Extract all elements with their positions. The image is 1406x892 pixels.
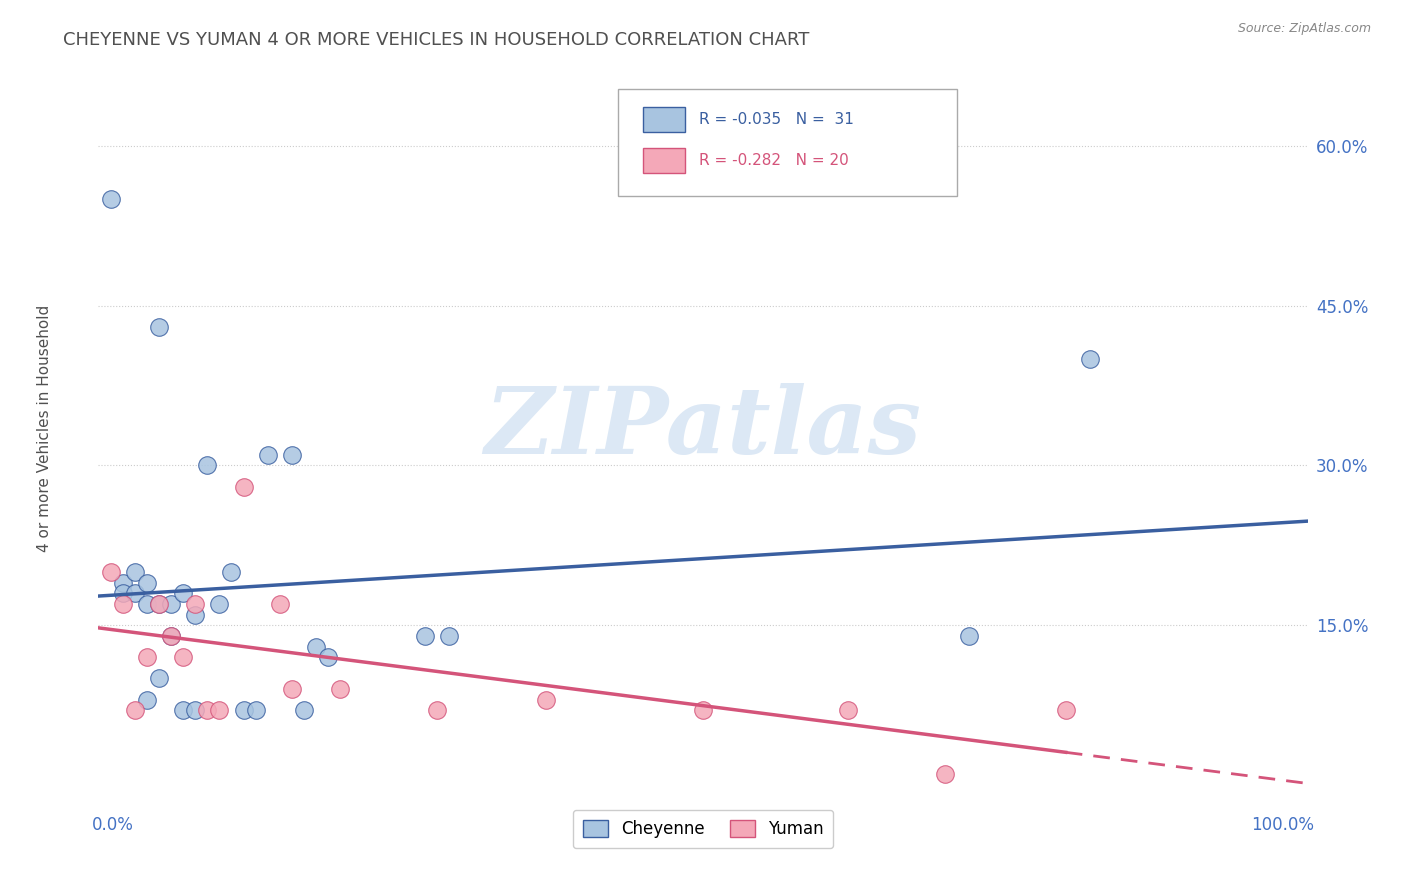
Point [1078, 351, 1101, 366]
Point [111, 586, 134, 600]
Point [534, 692, 557, 706]
Point [292, 703, 315, 717]
Point [957, 629, 980, 643]
Point [124, 565, 146, 579]
Point [172, 703, 194, 717]
Point [256, 448, 278, 462]
Point [160, 597, 183, 611]
Point [934, 767, 956, 781]
Text: 100.0%: 100.0% [1251, 816, 1315, 834]
Point [281, 682, 304, 697]
Point [305, 640, 328, 654]
Text: 4 or more Vehicles in Household: 4 or more Vehicles in Household [37, 304, 52, 552]
Point [208, 597, 231, 611]
Point [160, 629, 183, 643]
Point [1054, 703, 1077, 717]
Point [426, 703, 449, 717]
Point [172, 586, 194, 600]
Point [148, 672, 170, 686]
Point [160, 629, 183, 643]
Text: R = -0.282   N = 20: R = -0.282 N = 20 [699, 153, 849, 168]
Point [208, 703, 231, 717]
Point [316, 650, 339, 665]
Text: CHEYENNE VS YUMAN 4 OR MORE VEHICLES IN HOUSEHOLD CORRELATION CHART: CHEYENNE VS YUMAN 4 OR MORE VEHICLES IN … [63, 31, 810, 49]
Point [172, 650, 194, 665]
Point [135, 597, 157, 611]
Point [221, 565, 243, 579]
FancyBboxPatch shape [619, 89, 957, 196]
FancyBboxPatch shape [643, 107, 685, 132]
Point [195, 703, 218, 717]
Point [124, 586, 146, 600]
Point [281, 448, 304, 462]
Point [437, 629, 460, 643]
Text: 0.0%: 0.0% [91, 816, 134, 834]
Point [135, 575, 157, 590]
Point [184, 607, 207, 622]
Text: Source: ZipAtlas.com: Source: ZipAtlas.com [1237, 22, 1371, 36]
Point [232, 703, 254, 717]
Point [837, 703, 859, 717]
Point [269, 597, 291, 611]
Legend: Cheyenne, Yuman: Cheyenne, Yuman [572, 810, 834, 848]
Point [148, 320, 170, 334]
Text: R = -0.035   N =  31: R = -0.035 N = 31 [699, 112, 855, 128]
Point [195, 458, 218, 473]
Point [124, 703, 146, 717]
Point [413, 629, 436, 643]
Point [245, 703, 267, 717]
Point [111, 597, 134, 611]
Point [692, 703, 714, 717]
FancyBboxPatch shape [643, 148, 685, 173]
Point [111, 575, 134, 590]
Point [148, 597, 170, 611]
Point [148, 597, 170, 611]
Point [135, 650, 157, 665]
Text: ZIPatlas: ZIPatlas [485, 384, 921, 473]
Point [184, 597, 207, 611]
Point [329, 682, 352, 697]
Point [135, 692, 157, 706]
Point [100, 192, 122, 206]
Point [184, 703, 207, 717]
Point [100, 565, 122, 579]
Point [232, 480, 254, 494]
